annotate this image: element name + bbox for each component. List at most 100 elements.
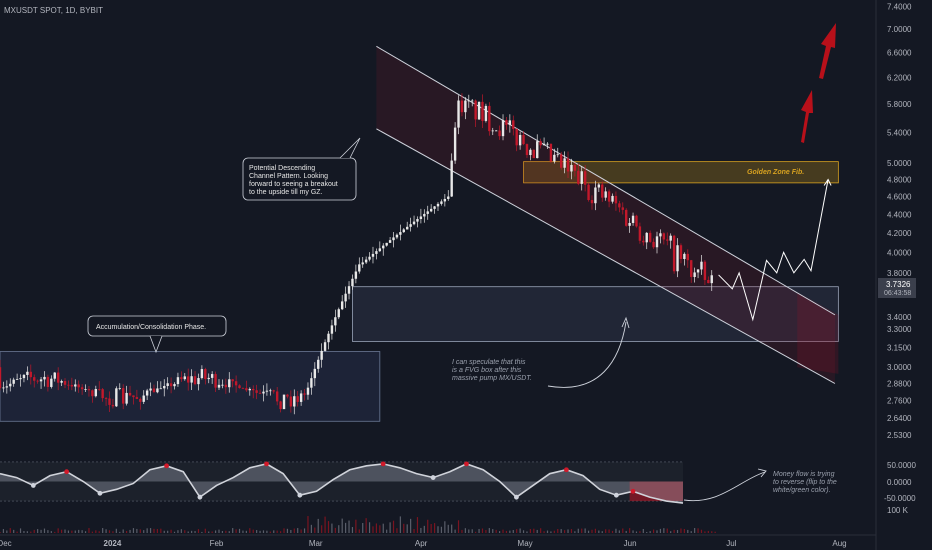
candle-body <box>327 333 330 343</box>
candle <box>423 209 426 223</box>
candle-body <box>296 396 299 402</box>
candle-body <box>429 208 433 212</box>
candle-body <box>145 390 149 396</box>
candle-body <box>693 272 696 277</box>
candle <box>392 231 395 248</box>
volume-bar <box>649 531 651 533</box>
channel-note-line-4: to the upside till my GZ. <box>249 189 323 196</box>
candle <box>200 365 204 380</box>
price-tick: 4.4000 <box>887 210 912 219</box>
candle <box>471 99 474 107</box>
volume-bar <box>420 527 422 533</box>
volume-bar <box>201 531 203 533</box>
volume-bar <box>598 530 600 533</box>
time-tick: Feb <box>210 539 224 548</box>
candle <box>269 388 272 396</box>
candle-body <box>423 213 426 217</box>
candle <box>594 180 597 211</box>
candle-body <box>340 301 344 310</box>
price-tick: 4.2000 <box>887 229 912 238</box>
volume-bar <box>95 530 97 533</box>
candle <box>142 390 145 404</box>
candle <box>323 339 327 352</box>
volume-bar <box>351 527 354 533</box>
candle-body <box>563 158 566 168</box>
volume-bar <box>273 530 275 533</box>
candle-body <box>258 392 262 394</box>
volume-bar <box>707 530 709 533</box>
candle-body <box>344 293 347 302</box>
price-tick: 3.0000 <box>887 363 912 372</box>
projection-shade <box>797 292 839 374</box>
volume-bar <box>88 528 90 533</box>
candle <box>368 252 371 262</box>
volume-bar <box>591 529 593 533</box>
volume-bar <box>362 523 364 533</box>
volume-bar <box>365 518 367 533</box>
candle <box>152 384 156 393</box>
volume-bar <box>187 531 189 533</box>
candle <box>180 371 183 382</box>
volume-bar <box>259 530 261 533</box>
candle <box>566 151 570 179</box>
candle-body <box>98 388 101 390</box>
candle-body <box>101 389 104 399</box>
channel-fill <box>376 46 835 384</box>
candle-body <box>700 261 703 270</box>
candle <box>2 381 5 393</box>
projection-path <box>718 179 829 322</box>
volume-bar <box>13 529 15 533</box>
volume-bar <box>533 528 535 533</box>
candle <box>399 224 402 241</box>
volume-bar <box>297 528 299 533</box>
volume-bar <box>396 528 398 533</box>
candle <box>221 379 224 389</box>
candle <box>378 241 382 253</box>
candle-body <box>53 372 56 379</box>
candle <box>238 384 241 389</box>
volume-bar <box>519 528 521 533</box>
candle <box>525 143 529 158</box>
volume-bar <box>317 518 319 533</box>
candle-body <box>399 232 402 235</box>
candle-body <box>282 394 286 410</box>
candle-body <box>173 384 176 387</box>
volume-bar <box>711 531 713 533</box>
osc-pivot-dot <box>563 467 569 473</box>
candle-body <box>556 154 559 156</box>
volume-bar <box>321 525 323 533</box>
volume-bar <box>468 529 470 533</box>
volume-bar <box>577 528 579 533</box>
candle-body <box>334 317 337 326</box>
candle-body <box>39 379 43 382</box>
candle-body <box>323 342 327 351</box>
candle-body <box>56 372 60 383</box>
candle-body <box>484 105 488 121</box>
volume-bar <box>276 530 278 533</box>
candle-body <box>337 309 340 318</box>
candle <box>655 231 659 254</box>
volume-bar <box>252 529 254 533</box>
volume-bar <box>105 529 107 533</box>
money-flow-note: Money flow is trying to reverse (flip to… <box>683 468 837 502</box>
candle-body <box>406 226 409 230</box>
candle-body <box>508 120 512 125</box>
candle <box>279 400 282 413</box>
candle <box>231 379 234 388</box>
osc-tick-0: 0.0000 <box>887 478 912 487</box>
candle <box>512 115 515 136</box>
osc-pivot-dot <box>297 492 303 498</box>
fvg-box <box>352 286 839 342</box>
candle <box>29 364 32 385</box>
price-axis-panel[interactable] <box>876 0 932 550</box>
volume-bar <box>269 531 271 533</box>
time-axis[interactable]: Dec 2024 Feb Mar Apr May Jun Jul Aug <box>0 539 847 548</box>
volume-bar <box>392 520 395 533</box>
candle-body <box>604 191 607 198</box>
candle-body <box>628 222 631 226</box>
candle <box>286 393 289 399</box>
candle <box>693 267 696 283</box>
candle <box>563 151 566 174</box>
candle-body <box>638 226 642 241</box>
volume-bar <box>67 530 70 533</box>
